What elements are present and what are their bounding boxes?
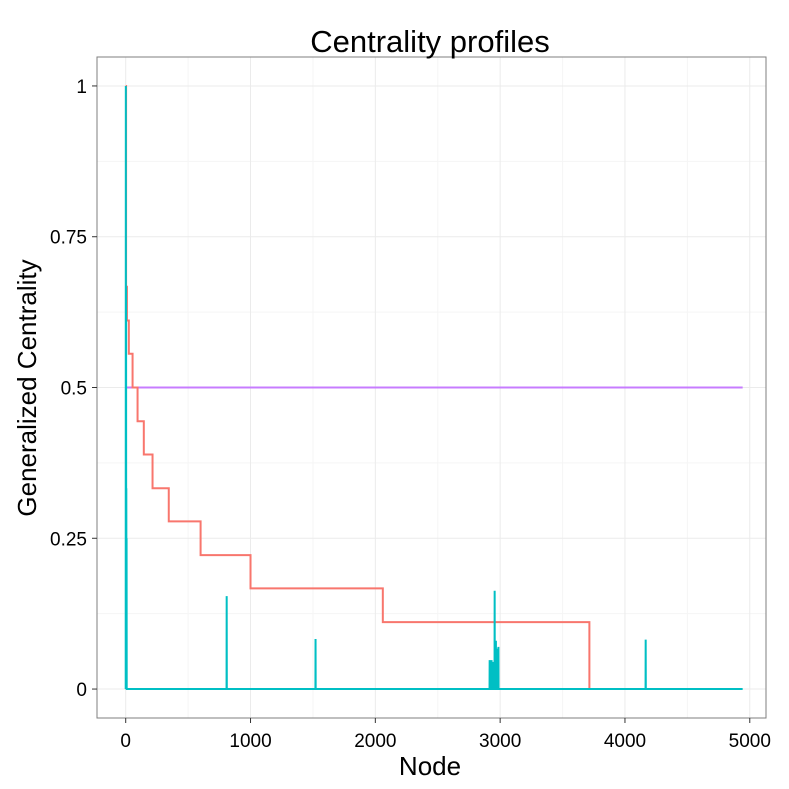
y-tick-label: 0.75 bbox=[50, 228, 87, 249]
x-axis-title: Node bbox=[399, 751, 461, 781]
y-tick-label: 0.5 bbox=[61, 379, 87, 400]
series-group bbox=[124, 84, 743, 691]
x-tick-label: 4000 bbox=[604, 731, 646, 752]
series-line-red bbox=[125, 84, 591, 690]
x-tick-label: 2000 bbox=[354, 731, 396, 752]
axis-ticks bbox=[92, 85, 751, 723]
y-axis-title: Generalized Centrality bbox=[12, 259, 42, 516]
x-tick-label: 3000 bbox=[479, 731, 521, 752]
series-line-cyan bbox=[124, 85, 743, 691]
chart-title: Centrality profiles bbox=[310, 24, 549, 59]
x-tick-label: 0 bbox=[120, 731, 131, 752]
tick-labels: 0 1000 2000 3000 4000 5000 0 0.25 0.5 0.75 1 bbox=[50, 77, 771, 752]
x-tick-label: 1000 bbox=[229, 731, 271, 752]
y-tick-label: 0 bbox=[76, 680, 87, 701]
y-tick-label: 0.25 bbox=[50, 529, 87, 550]
x-tick-label: 5000 bbox=[729, 731, 771, 752]
y-tick-label: 1 bbox=[76, 77, 87, 98]
